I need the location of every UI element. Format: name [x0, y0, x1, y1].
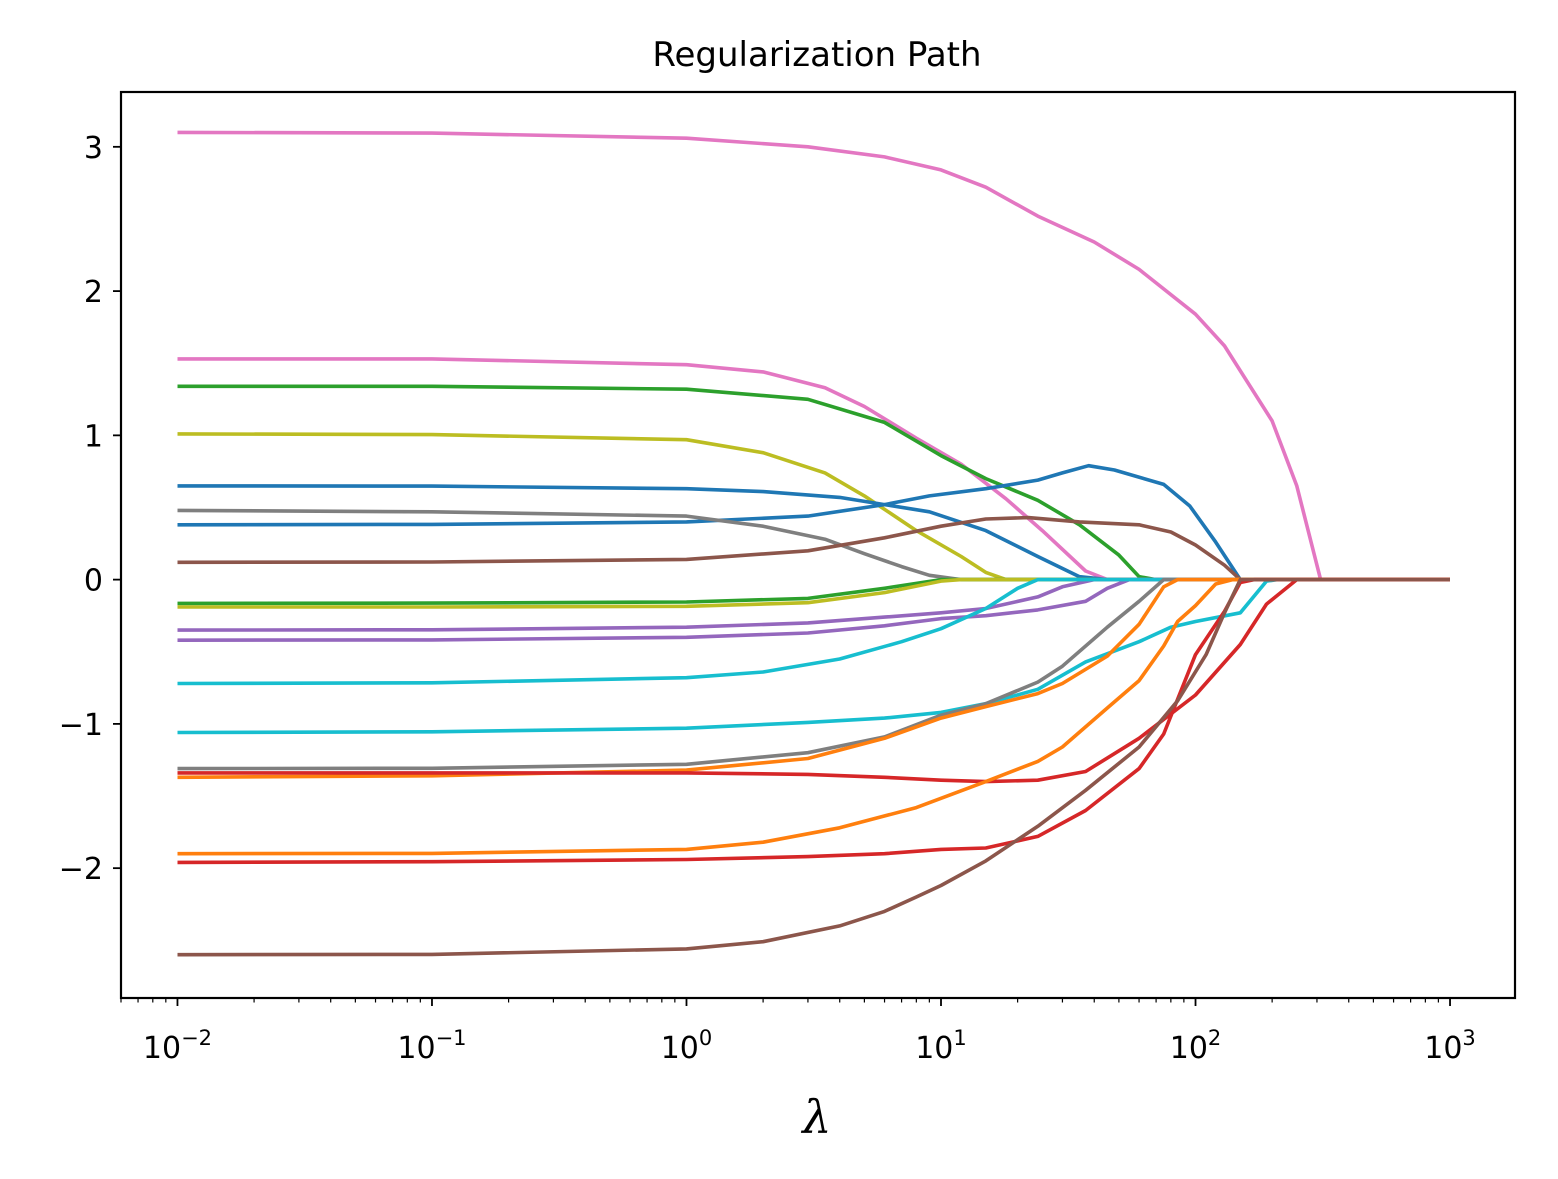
- y-tick-label: 2: [84, 275, 103, 310]
- plot-frame: [119, 90, 1517, 1000]
- series-line-20: [177, 577, 1450, 957]
- y-tick-label: −2: [59, 852, 103, 887]
- series-line-6: [177, 463, 1450, 582]
- y-tick-label: −1: [59, 708, 103, 743]
- x-tick-label: 10−2: [143, 1026, 212, 1066]
- series-line-15: [177, 577, 1450, 771]
- series-line-4: [177, 432, 1450, 582]
- series-line-2: [177, 357, 1450, 582]
- series-line-18: [177, 577, 1450, 856]
- x-tick-label: 100: [661, 1026, 713, 1066]
- chart-title: Regularization Path: [652, 35, 981, 75]
- y-axis: 3 2 1 0 −1 −2: [59, 131, 121, 887]
- series-line-1: [177, 130, 1450, 582]
- y-tick-label: 1: [84, 419, 103, 454]
- series-line-13: [177, 577, 1450, 686]
- x-tick-label: 102: [1170, 1026, 1222, 1066]
- series-line-7: [177, 508, 1450, 582]
- y-tick-label: 0: [84, 564, 103, 599]
- series-line-17: [177, 577, 1450, 784]
- series-line-11: [177, 577, 1450, 632]
- x-axis-label: λ: [800, 1090, 831, 1144]
- y-tick-label: 3: [84, 131, 103, 166]
- series-line-5: [177, 484, 1450, 582]
- x-axis: 10−2 10−1 100 101 102 103: [120, 998, 1476, 1066]
- x-tick-label: 10−1: [397, 1026, 466, 1066]
- series-line-16: [177, 577, 1450, 780]
- series-line-10: [177, 577, 1450, 609]
- series-line-8: [177, 515, 1450, 582]
- series-line-14: [177, 577, 1450, 735]
- x-tick-label: 101: [915, 1026, 967, 1066]
- x-tick-label: 103: [1424, 1026, 1476, 1066]
- series-line-3: [177, 384, 1450, 582]
- series-layer: [177, 130, 1450, 957]
